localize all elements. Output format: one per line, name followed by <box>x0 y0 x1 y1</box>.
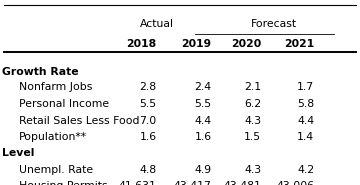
Text: Personal Income: Personal Income <box>19 99 109 109</box>
Text: 2.4: 2.4 <box>194 82 212 92</box>
Text: 4.3: 4.3 <box>244 116 261 126</box>
Text: 4.8: 4.8 <box>139 165 157 175</box>
Text: Actual: Actual <box>140 19 174 29</box>
Text: 1.6: 1.6 <box>139 132 157 142</box>
Text: 1.6: 1.6 <box>194 132 212 142</box>
Text: 4.2: 4.2 <box>297 165 314 175</box>
Text: 5.5: 5.5 <box>139 99 157 109</box>
Text: 2021: 2021 <box>284 39 314 49</box>
Text: 43,006: 43,006 <box>276 181 314 185</box>
Text: 4.3: 4.3 <box>244 165 261 175</box>
Text: 7.0: 7.0 <box>139 116 157 126</box>
Text: Nonfarm Jobs: Nonfarm Jobs <box>19 82 93 92</box>
Text: 4.4: 4.4 <box>194 116 212 126</box>
Text: 2.1: 2.1 <box>244 82 261 92</box>
Text: Unempl. Rate: Unempl. Rate <box>19 165 93 175</box>
Text: 1.4: 1.4 <box>297 132 314 142</box>
Text: 4.4: 4.4 <box>297 116 314 126</box>
Text: 5.5: 5.5 <box>194 99 212 109</box>
Text: Level: Level <box>2 148 34 158</box>
Text: Retail Sales Less Food: Retail Sales Less Food <box>19 116 140 126</box>
Text: 2019: 2019 <box>181 39 212 49</box>
Text: 4.9: 4.9 <box>194 165 212 175</box>
Text: 2018: 2018 <box>126 39 157 49</box>
Text: 2.8: 2.8 <box>139 82 157 92</box>
Text: 1.7: 1.7 <box>297 82 314 92</box>
Text: 5.8: 5.8 <box>297 99 314 109</box>
Text: Housing Permits: Housing Permits <box>19 181 108 185</box>
Text: Population**: Population** <box>19 132 87 142</box>
Text: 43,481: 43,481 <box>224 181 261 185</box>
Text: 43,417: 43,417 <box>174 181 212 185</box>
Text: 1.5: 1.5 <box>244 132 261 142</box>
Text: Growth Rate: Growth Rate <box>2 67 78 77</box>
Text: 2020: 2020 <box>231 39 261 49</box>
Text: 41,631: 41,631 <box>119 181 157 185</box>
Text: Forecast: Forecast <box>251 19 297 29</box>
Text: 6.2: 6.2 <box>244 99 261 109</box>
